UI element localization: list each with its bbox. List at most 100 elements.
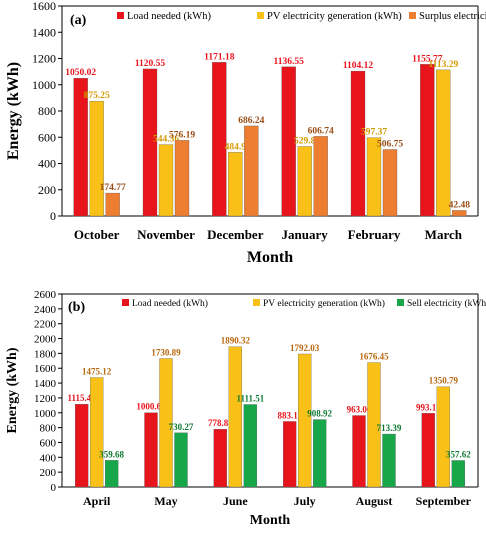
bar [159, 358, 173, 488]
bar [382, 433, 396, 488]
y-tick-label: 1800 [34, 348, 57, 360]
data-label: 506.75 [377, 139, 403, 149]
data-label: 1115.44 [68, 393, 97, 403]
legend-entry: Sell electricity (kWh) [407, 298, 486, 309]
y-tick-label: 600 [38, 130, 56, 144]
bar [105, 460, 119, 488]
bar [89, 100, 104, 217]
data-label: 544.36 [153, 135, 179, 145]
bar [228, 152, 243, 217]
data-label: 883.11 [278, 410, 303, 420]
bar [350, 70, 366, 217]
data-label: 963.06 [347, 405, 372, 415]
bar [75, 404, 89, 488]
y-tick-label: 400 [38, 157, 56, 171]
bar [420, 64, 435, 217]
x-tick-label: April [83, 494, 111, 508]
bar [174, 432, 188, 488]
data-label: 1730.89 [151, 348, 181, 358]
bar [174, 140, 190, 217]
legend-swatch [253, 299, 260, 306]
chart-panel-b: 0 200 400 600 800 1000 1200 1400 1600 1800 2000 220… [5, 289, 486, 528]
bar [90, 377, 104, 488]
data-label: 713.39 [377, 423, 402, 433]
bar [297, 146, 312, 217]
x-tick-label: October [74, 227, 120, 242]
y-tick-label: 1400 [32, 25, 56, 39]
legend-swatch [409, 12, 416, 19]
data-label: 1350.79 [429, 376, 459, 386]
panel-label: (a) [70, 13, 87, 28]
data-label: 1155.77 [412, 54, 443, 64]
bar [281, 66, 296, 217]
data-label: 1792.03 [290, 343, 320, 353]
y-tick-label: 1200 [32, 52, 56, 66]
data-label: 1050.02 [65, 68, 96, 78]
x-tick-label: December [207, 227, 264, 242]
legend-swatch [257, 12, 264, 19]
bar [436, 386, 450, 488]
bar [283, 421, 297, 488]
data-label: 42.48 [449, 200, 471, 210]
x-axis-title: Month [250, 513, 291, 528]
data-label: 730.27 [169, 422, 194, 432]
bar [352, 415, 366, 488]
data-label: 875.25 [84, 91, 110, 101]
x-axis-title: Month [247, 249, 293, 266]
data-label: 1113.29 [428, 60, 458, 70]
legend-swatch [122, 299, 129, 306]
x-tick-label: February [348, 227, 401, 242]
x-tick-label: March [425, 227, 463, 242]
data-label: 174.77 [100, 183, 126, 193]
legend-swatch [397, 299, 404, 306]
y-tick-label: 200 [40, 467, 57, 479]
bar [451, 460, 465, 488]
legend-entry: PV electricity generation (kWh) [263, 298, 385, 309]
y-tick-label: 1000 [32, 78, 56, 92]
data-label: 908.92 [307, 409, 332, 419]
y-tick-label: 800 [40, 423, 57, 435]
x-tick-label: November [137, 227, 195, 242]
bar [142, 68, 158, 217]
bar [298, 353, 312, 488]
data-label: 359.68 [99, 449, 124, 459]
y-tick-label: 1200 [34, 393, 57, 405]
legend-entry: Surplus electricity (kWh) [419, 11, 486, 22]
x-tick-label: August [356, 494, 393, 508]
bar [228, 346, 242, 488]
data-label: 1171.18 [204, 52, 235, 62]
y-tick-label: 2600 [34, 289, 57, 301]
bar [213, 429, 227, 488]
bar [421, 413, 435, 488]
data-label: 1104.12 [343, 61, 374, 71]
y-tick-label: 600 [40, 437, 57, 449]
bar [212, 62, 227, 217]
panel-label: (b) [68, 300, 85, 315]
y-tick-label: 1400 [34, 378, 57, 390]
bar [382, 149, 398, 217]
data-label: 778.81 [208, 418, 233, 428]
x-tick-label: January [282, 227, 329, 242]
data-label: 1136.55 [273, 57, 304, 67]
data-label: 1111.51 [236, 393, 264, 403]
bar [158, 144, 174, 217]
bar [367, 362, 381, 488]
data-label: 529.8 [294, 136, 316, 146]
bar [144, 412, 158, 488]
data-label: 576.19 [169, 130, 195, 140]
y-tick-label: 200 [38, 183, 56, 197]
bar [313, 136, 328, 217]
bar [366, 137, 382, 217]
y-tick-label: 1600 [34, 363, 57, 375]
x-tick-label: June [223, 494, 248, 508]
data-label: 1890.32 [221, 336, 251, 346]
legend-entry: Load needed (kWh) [132, 298, 208, 309]
data-label: 1475.12 [82, 367, 112, 377]
y-tick-label: 1600 [32, 0, 56, 13]
y-tick-label: 400 [40, 452, 57, 464]
data-label: 1676.45 [359, 352, 389, 362]
data-label: 1000.62 [136, 402, 166, 412]
y-tick-label: 2000 [34, 334, 57, 346]
bar [73, 78, 88, 217]
